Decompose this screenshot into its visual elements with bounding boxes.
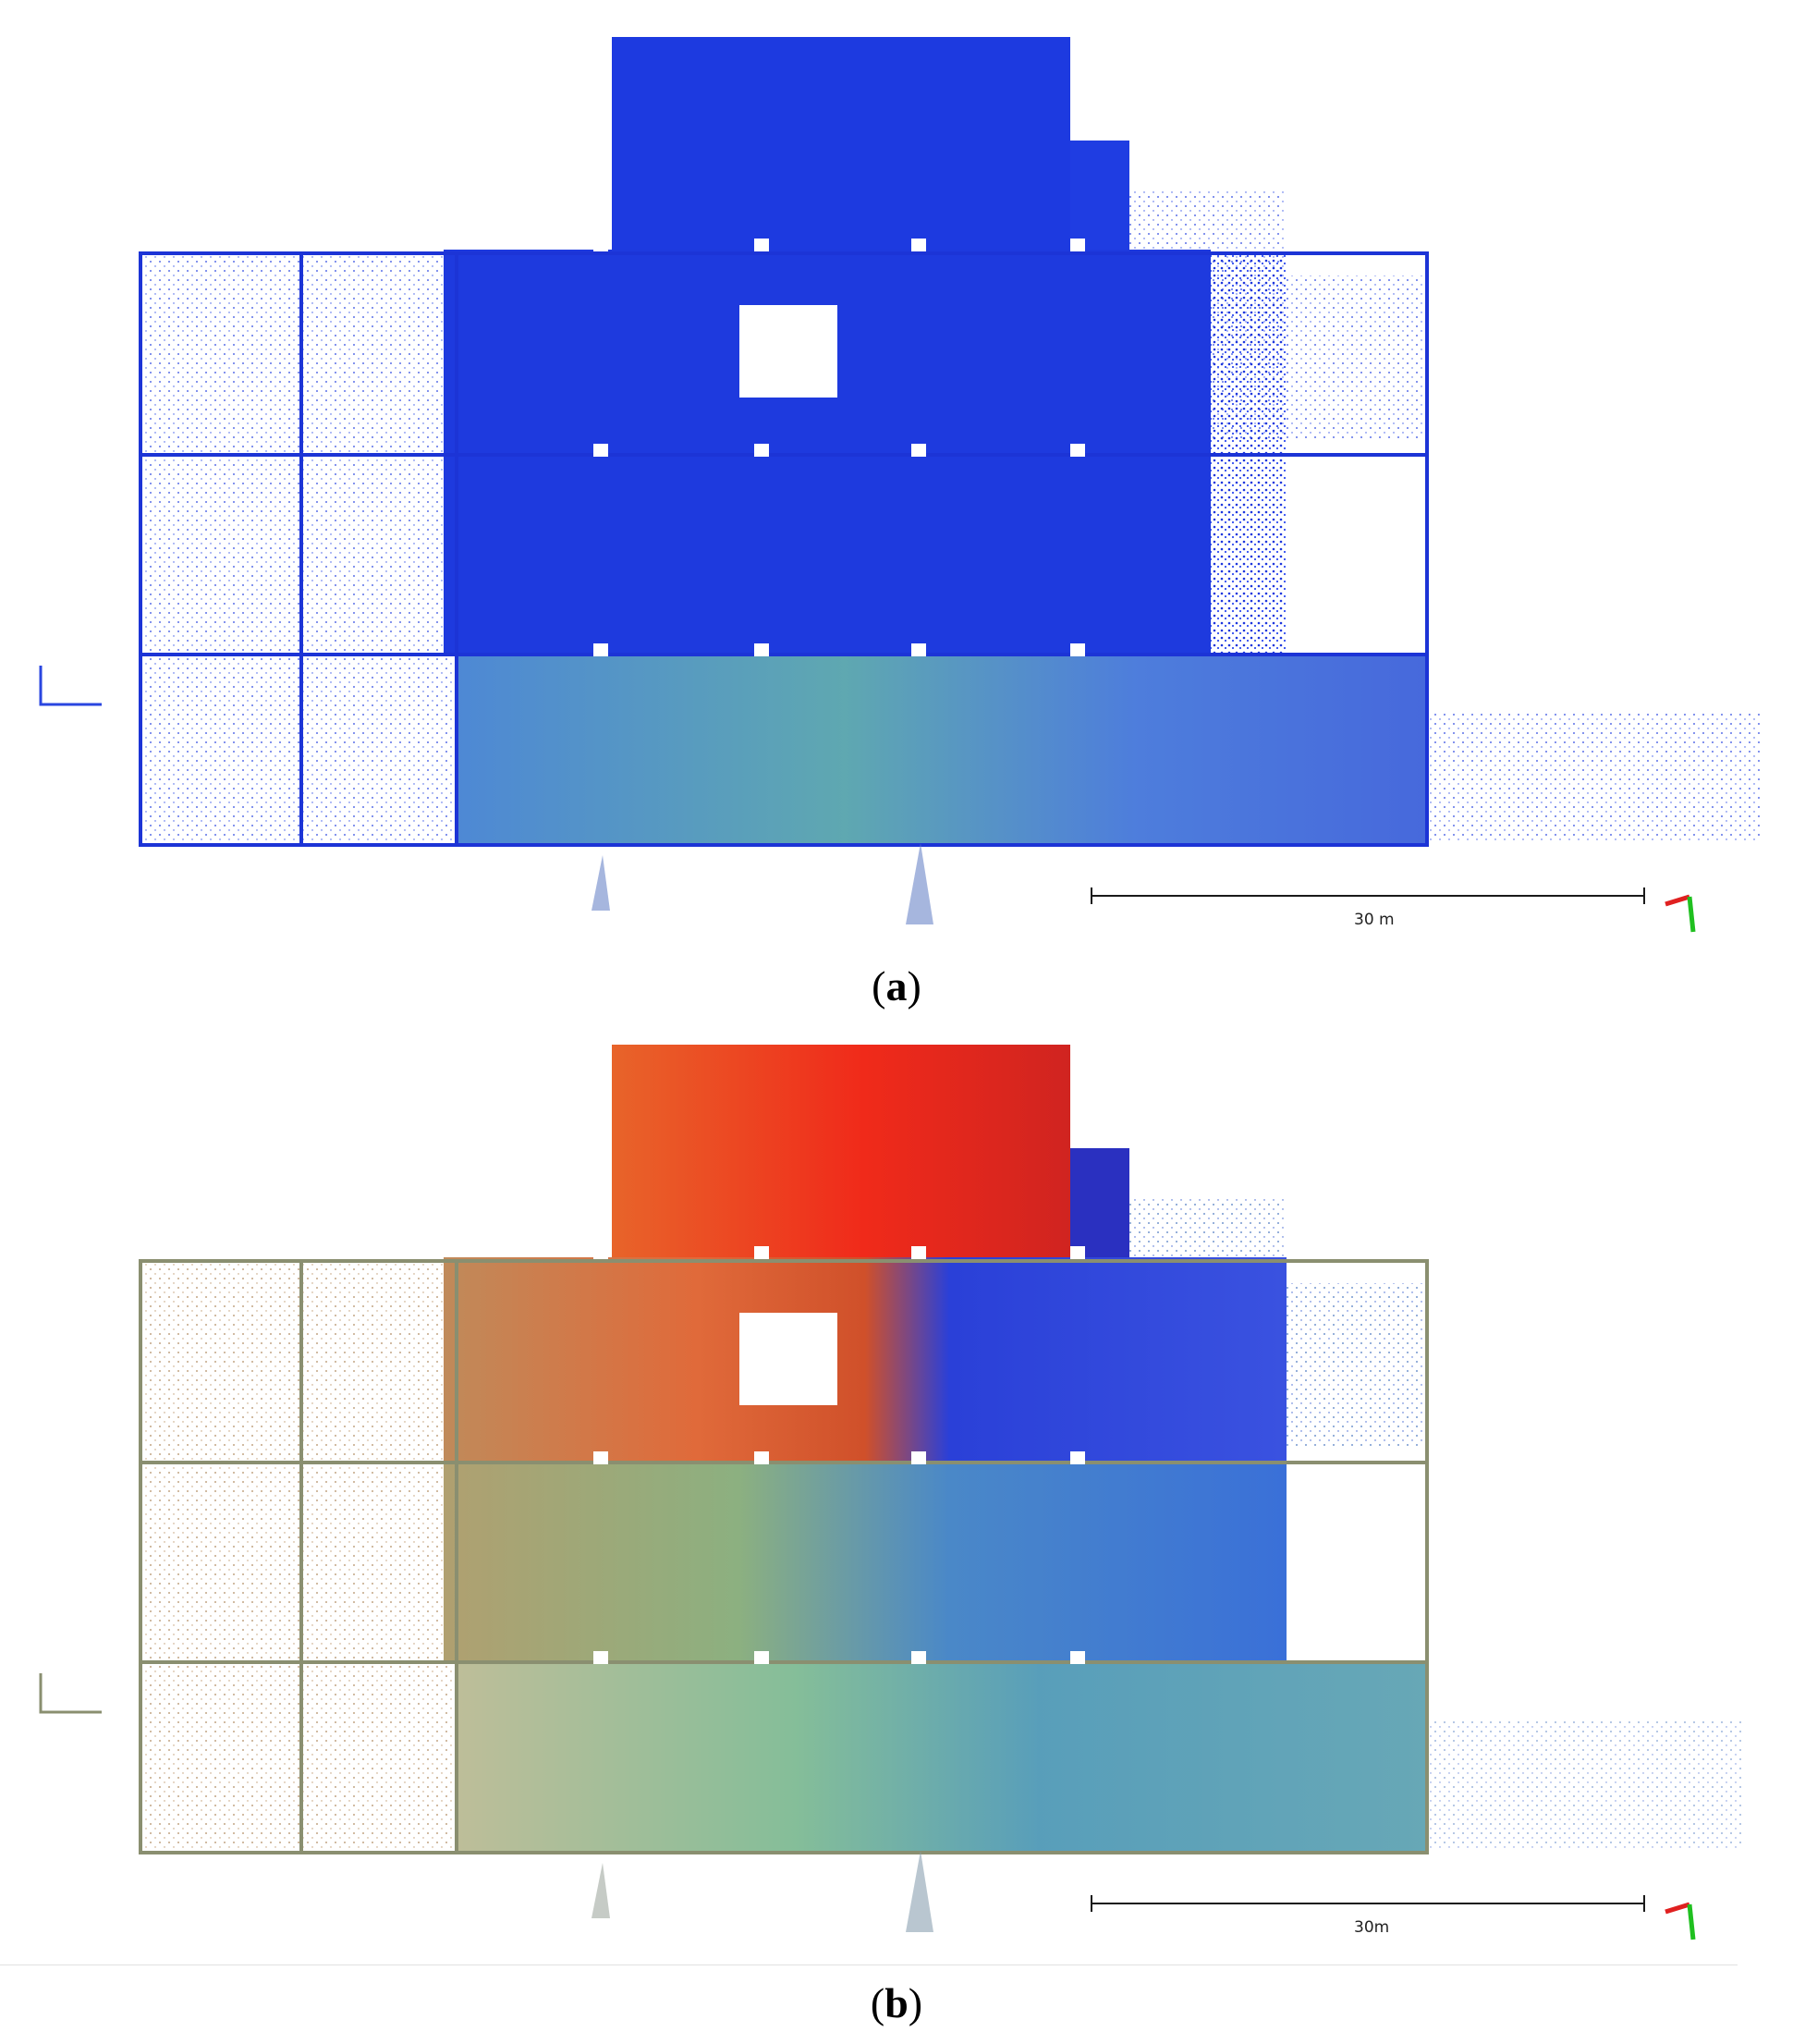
panel-a: 30 m (a) [0, 0, 1793, 1010]
panel-b: 30m [0, 1008, 1793, 1978]
point-cloud-a [39, 37, 1760, 924]
scale-label-b: 30m [1354, 1918, 1390, 1937]
point-cloud-b [39, 1045, 1741, 1932]
scale-bar-b [1091, 1895, 1645, 1914]
scale-bar-a [1091, 887, 1645, 906]
axes-icon-b [1665, 1902, 1696, 1940]
scale-label-a: 30 m [1354, 911, 1395, 929]
caption-a: (a) [872, 962, 921, 1010]
axes-icon-a [1665, 894, 1696, 933]
divider-line [0, 1964, 1738, 1965]
caption-b: (b) [870, 1979, 923, 2026]
